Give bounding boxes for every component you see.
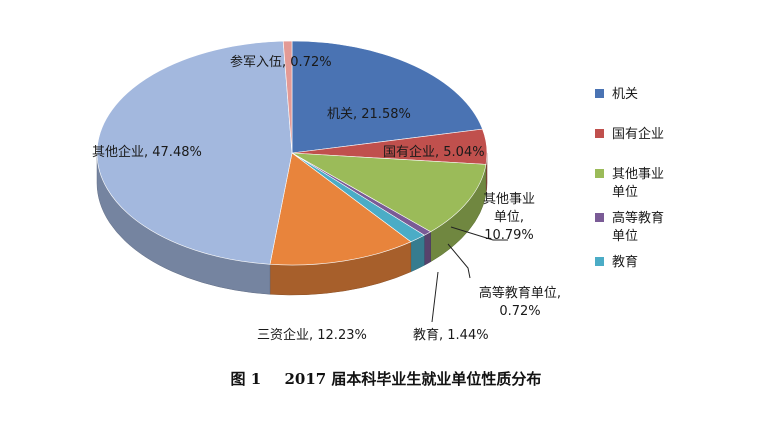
legend-item-4: 高等教育单位 <box>612 210 664 244</box>
slice-4-side <box>424 231 431 266</box>
legend-swatch <box>595 257 604 266</box>
legend-item-line: 其他事业 <box>612 167 664 182</box>
slice-3-label-line: 单位, <box>494 210 524 225</box>
slice-5-label: 教育, 1.44% <box>413 327 489 343</box>
slice-5-label-line: 教育, 1.44% <box>413 327 489 343</box>
legend-item-3: 其他事业单位 <box>612 167 664 200</box>
slice-3-label-line: 其他事业 <box>483 192 535 207</box>
slice-4-label: 高等教育单位, 0.72% <box>479 285 561 319</box>
slice-6-label: 三资企业, 12.23% <box>257 327 367 343</box>
slice-8-label-line: 参军入伍, 0.72% <box>230 54 332 70</box>
legend-item-line: 高等教育 <box>612 210 664 226</box>
slice-7-label: 其他企业, 47.48% <box>92 144 202 160</box>
legend-item-line: 国有企业 <box>612 126 664 142</box>
leader-line-2 <box>447 243 471 279</box>
legend-item-2: 国有企业 <box>612 126 664 142</box>
figure-number: 图 1 <box>230 370 262 388</box>
pie-top-layer <box>96 40 488 266</box>
figure-caption: 图 1 2017 届本科毕业生就业单位性质分布 <box>0 368 772 389</box>
slice-3 <box>291 152 487 233</box>
pie-chart: 机关, 21.58%国有企业, 5.04%其他事业单位, 10.79%高等教育单位… <box>92 40 664 343</box>
slice-1 <box>291 40 483 154</box>
data-labels: 机关, 21.58% 国有企业, 5.04% 其他事业单位, 10.79% 高等教育单位… <box>92 54 561 343</box>
slice-1-label-line: 机关, 21.58% <box>327 107 411 122</box>
legend-swatch <box>595 169 604 178</box>
leader-line-3 <box>431 271 439 323</box>
legend-swatch <box>595 89 604 98</box>
slice-2-label: 国有企业, 5.04% <box>383 144 485 160</box>
legend-item-line: 单位 <box>612 185 638 200</box>
figure-title: 2017 届本科毕业生就业单位性质分布 <box>284 370 542 388</box>
legend-item-1: 机关 <box>612 87 638 102</box>
leader-line-1 <box>450 226 508 241</box>
legend-item-line: 教育 <box>612 254 638 270</box>
leader-lines <box>431 226 508 323</box>
slice-6-label-line: 三资企业, 12.23% <box>257 327 367 343</box>
slice-8-label: 参军入伍, 0.72% <box>230 54 332 70</box>
slice-4-label-line: 高等教育单位, <box>479 285 561 301</box>
slice-2-label-line: 国有企业, 5.04% <box>383 144 485 160</box>
legend-item-5: 教育 <box>612 254 638 270</box>
legend-item-line: 单位 <box>612 229 638 244</box>
legend-swatch <box>595 129 604 138</box>
slice-3-label: 其他事业单位, 10.79% <box>483 192 535 243</box>
slice-7 <box>96 40 293 265</box>
slice-4-label-line: 0.72% <box>499 304 540 319</box>
legend-item-line: 机关 <box>612 87 638 102</box>
slice-7-label-line: 其他企业, 47.48% <box>92 144 202 160</box>
slice-8 <box>282 40 293 154</box>
slice-3-label-line: 10.79% <box>484 228 534 243</box>
legend-swatch <box>595 213 604 222</box>
slice-1-label: 机关, 21.58% <box>327 107 411 122</box>
slice-6 <box>269 152 412 266</box>
